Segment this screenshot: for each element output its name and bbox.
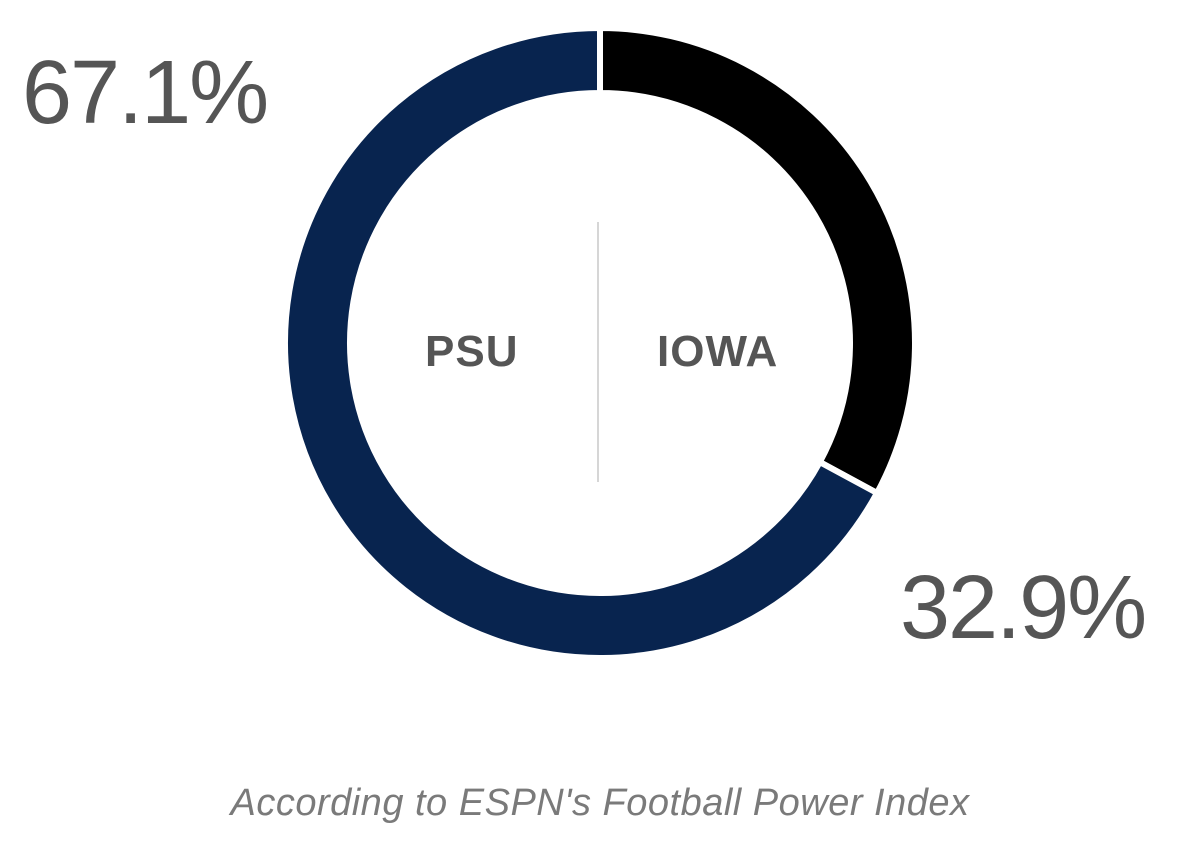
iowa-team-label: IOWA bbox=[657, 327, 779, 376]
psu-percentage-label: 67.1% bbox=[22, 43, 269, 143]
iowa-percentage-label: 32.9% bbox=[900, 558, 1147, 658]
donut-slice-psu bbox=[282, 24, 882, 661]
donut-slice-iowa bbox=[597, 24, 918, 498]
chart-caption: According to ESPN's Football Power Index bbox=[230, 782, 970, 824]
psu-team-label: PSU bbox=[425, 327, 519, 376]
center-divider bbox=[597, 222, 599, 482]
